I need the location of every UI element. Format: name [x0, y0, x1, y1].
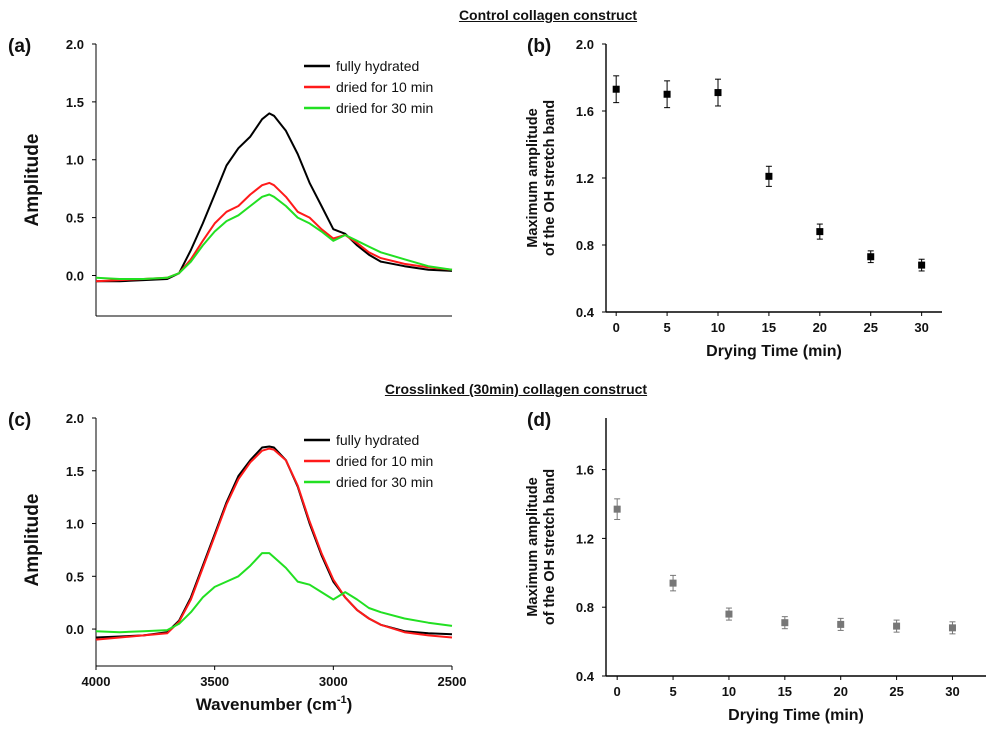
y-tick-label: 1.6 — [576, 104, 594, 119]
data-point — [781, 619, 789, 627]
x-axis-label-sup: -1 — [337, 694, 347, 706]
x-tick-label: 30 — [914, 320, 928, 335]
data-point — [714, 89, 722, 97]
y-axis-label: Amplitude — [22, 134, 43, 227]
data-point — [663, 90, 671, 98]
y-tick-label: 0.5 — [66, 569, 84, 584]
y-axis-label-line-1: Maximum amplitude — [525, 108, 541, 247]
x-tick-label: 25 — [889, 684, 903, 699]
data-point — [765, 172, 773, 180]
x-tick-label: 30 — [945, 684, 959, 699]
x-tick-label: 0 — [614, 684, 621, 699]
y-axis-label: Maximum amplitudeof the OH stretch band — [525, 469, 558, 625]
series-line-3 — [95, 552, 453, 634]
panel-label-a: (a) — [8, 36, 32, 57]
y-tick-label: 2.0 — [576, 37, 594, 52]
y-tick-label: 1.2 — [576, 531, 594, 546]
x-axis-label: Drying Time (min) — [728, 707, 864, 724]
y-tick-label: 1.2 — [576, 171, 594, 186]
y-tick-label: 0.4 — [576, 669, 595, 684]
legend-label-1: fully hydrated — [336, 432, 419, 448]
legend-label-3: dried for 30 min — [336, 100, 433, 116]
x-tick-label: 10 — [722, 684, 736, 699]
x-axis-label-main: Wavenumber (cm — [196, 695, 337, 714]
section-title-bottom: Crosslinked (30min) collagen construct — [384, 381, 648, 397]
y-tick-label: 1.0 — [66, 153, 84, 168]
x-tick-label: 25 — [863, 320, 877, 335]
x-tick-label: 4000 — [82, 674, 111, 689]
series-line-2 — [95, 447, 453, 641]
panel-label-c: (c) — [8, 410, 32, 431]
y-tick-label: 0.8 — [576, 600, 594, 615]
y-axis-label: Maximum amplitudeof the OH stretch band — [525, 100, 558, 256]
x-tick-label: 10 — [711, 320, 725, 335]
x-tick-label: 0 — [613, 320, 620, 335]
x-axis-label-end: ) — [347, 695, 353, 714]
legend-label-2: dried for 10 min — [336, 79, 433, 95]
data-point — [816, 228, 824, 236]
x-axis-label: Wavenumber (cm-1) — [196, 694, 353, 714]
data-point — [669, 579, 677, 587]
x-tick-label: 15 — [778, 684, 792, 699]
y-tick-label: 0.0 — [66, 622, 84, 637]
data-point — [837, 620, 845, 628]
y-tick-label: 0.5 — [66, 211, 84, 226]
legend-label-3: dried for 30 min — [336, 474, 433, 490]
x-tick-label: 3000 — [319, 674, 348, 689]
y-axis-label-line-2: of the OH stretch band — [542, 469, 558, 625]
chart-b: 0.4 0.8 1.2 1.6 2.0 0 5 10 15 20 25 30 Maximum ampli… — [525, 37, 942, 360]
chart-a: 0.0 0.5 1.0 1.5 2.0 Amplitude fully hydrated dr… — [22, 37, 453, 317]
x-tick-label: 5 — [663, 320, 670, 335]
x-tick-label: 5 — [669, 684, 676, 699]
y-tick-label: 0.8 — [576, 238, 594, 253]
legend-label-1: fully hydrated — [336, 58, 419, 74]
data-point — [725, 610, 733, 618]
y-tick-label: 1.5 — [66, 464, 84, 479]
y-tick-label: 2.0 — [66, 411, 84, 426]
y-axis-label-line-2: of the OH stretch band — [542, 100, 558, 256]
data-point — [948, 624, 956, 632]
data-point — [867, 253, 875, 261]
data-point — [612, 85, 620, 93]
x-tick-label: 2500 — [438, 674, 467, 689]
x-axis-label: Drying Time (min) — [706, 343, 842, 360]
data-point — [918, 261, 926, 269]
y-tick-label: 1.6 — [576, 463, 594, 478]
y-tick-label: 0.0 — [66, 268, 84, 283]
y-tick-label: 1.0 — [66, 517, 84, 532]
x-tick-label: 3500 — [200, 674, 229, 689]
series-line-3 — [95, 193, 453, 280]
y-axis-label-line-1: Maximum amplitude — [525, 477, 541, 616]
y-tick-label: 2.0 — [66, 37, 84, 52]
data-point — [893, 622, 901, 630]
panel-label-d: (d) — [527, 410, 552, 431]
panel-label-b: (b) — [527, 36, 552, 57]
x-tick-label: 20 — [813, 320, 827, 335]
data-point — [613, 505, 621, 513]
series-line-1 — [96, 112, 453, 283]
x-tick-label: 20 — [833, 684, 847, 699]
y-axis-label: Amplitude — [22, 494, 43, 587]
x-tick-label: 15 — [762, 320, 776, 335]
legend-label-2: dried for 10 min — [336, 453, 433, 469]
chart-c: 0.0 0.5 1.0 1.5 2.0 4000 3500 3000 2500 Amplitude… — [22, 411, 466, 714]
chart-d: 0.4 0.8 1.2 1.6 0 5 10 15 20 25 30 Maximum amplitud… — [525, 418, 986, 724]
section-title-top: Control collagen construct — [458, 7, 638, 23]
y-tick-label: 0.4 — [576, 305, 595, 320]
y-tick-label: 1.5 — [66, 95, 84, 110]
